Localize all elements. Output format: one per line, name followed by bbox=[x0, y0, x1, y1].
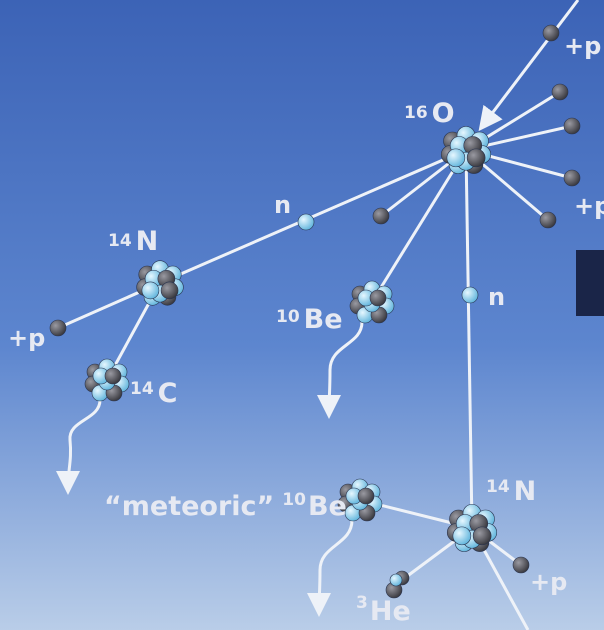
proton bbox=[357, 487, 375, 505]
proton bbox=[372, 207, 390, 225]
symbol: C bbox=[158, 378, 178, 409]
neutron bbox=[461, 286, 479, 304]
proton bbox=[542, 24, 560, 42]
symbol: Be bbox=[308, 491, 347, 522]
nucleus-label: 14 C bbox=[130, 378, 178, 409]
nucleus-label: 14 N bbox=[486, 476, 536, 507]
proton-label: +p bbox=[8, 324, 45, 352]
mass: 10 bbox=[276, 307, 300, 327]
mass: 14 bbox=[486, 477, 510, 497]
proton-label: +p bbox=[574, 192, 604, 220]
meteoric: “meteoric” bbox=[104, 491, 274, 522]
neutron bbox=[452, 526, 472, 546]
proton-label: +p bbox=[564, 32, 601, 60]
mass: 14 bbox=[108, 231, 132, 251]
nucleus-label: 3He bbox=[356, 593, 411, 627]
particles bbox=[49, 24, 581, 599]
neutron bbox=[141, 281, 160, 300]
neutron bbox=[446, 148, 466, 168]
nucleus-label: 10 Be bbox=[276, 304, 343, 335]
nucleus-label: 14 N bbox=[108, 226, 158, 257]
dark-block bbox=[576, 250, 604, 316]
neutron-label: n bbox=[488, 283, 505, 311]
proton bbox=[49, 319, 67, 337]
symbol: N bbox=[514, 476, 537, 507]
proton bbox=[563, 117, 581, 135]
proton bbox=[472, 526, 492, 546]
neutron bbox=[389, 573, 403, 587]
symbol: O bbox=[432, 98, 455, 129]
proton bbox=[512, 556, 530, 574]
mass: 14 bbox=[130, 379, 154, 399]
proton-label: +p bbox=[530, 568, 567, 596]
meteoric-label: “meteoric” 10Be bbox=[104, 490, 347, 522]
proton bbox=[466, 148, 486, 168]
proton bbox=[551, 83, 569, 101]
mass: 3 bbox=[356, 593, 368, 613]
mass: 10 bbox=[282, 490, 306, 510]
proton bbox=[369, 289, 387, 307]
neutron bbox=[297, 213, 315, 231]
neutron-label: n bbox=[274, 191, 291, 219]
proton bbox=[160, 281, 179, 300]
mass: 16 bbox=[404, 103, 428, 123]
nucleus-label: 16 O bbox=[404, 98, 455, 129]
proton bbox=[563, 169, 581, 187]
symbol: Be bbox=[304, 304, 343, 335]
symbol: N bbox=[136, 226, 159, 257]
proton bbox=[104, 367, 122, 385]
symbol: He bbox=[370, 596, 411, 627]
proton bbox=[539, 211, 557, 229]
